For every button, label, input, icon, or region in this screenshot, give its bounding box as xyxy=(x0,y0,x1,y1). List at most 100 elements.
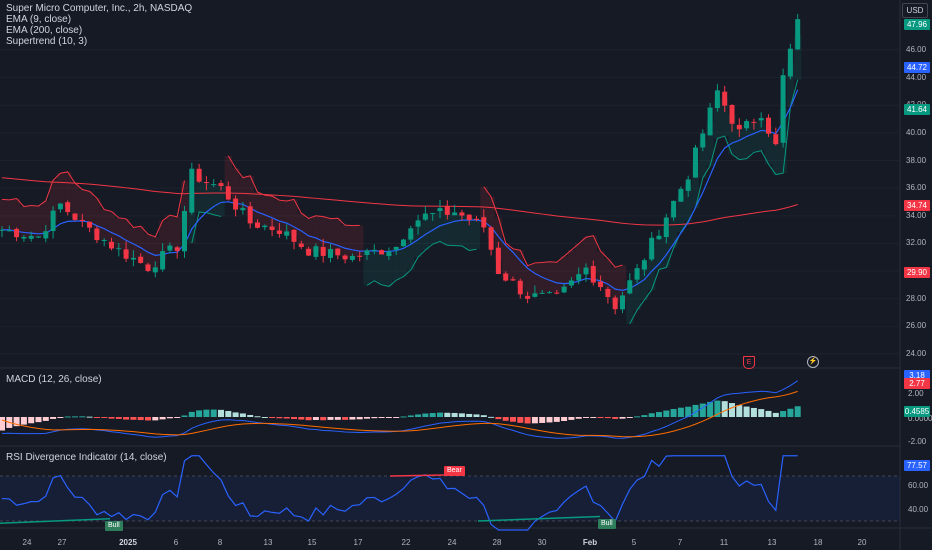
macd-legend[interactable]: MACD (12, 26, close) xyxy=(6,374,102,385)
supertrend-fill xyxy=(735,127,743,160)
macd-histogram-bar xyxy=(166,417,173,419)
supertrend-fill xyxy=(743,124,751,159)
supertrend-fill xyxy=(764,125,773,165)
candle-body xyxy=(371,249,377,251)
candle-body xyxy=(554,292,560,294)
supertrend-fill xyxy=(100,209,108,241)
candle-body xyxy=(401,239,406,247)
ema200-legend[interactable]: EMA (200, close) xyxy=(6,25,83,36)
candle-body xyxy=(729,105,735,124)
currency-button[interactable]: USD xyxy=(902,3,928,18)
macd-histogram-bar xyxy=(393,417,400,418)
macd-histogram-bar xyxy=(451,412,458,417)
supertrend-fill xyxy=(684,185,692,222)
candle-body xyxy=(262,225,268,228)
rsi-tick-label: 60.00 xyxy=(908,481,929,490)
price-tag: 34.74 xyxy=(904,200,930,211)
supertrend-fill xyxy=(772,139,780,175)
supertrend-fill xyxy=(86,191,94,225)
candle-body xyxy=(160,251,166,270)
candle-body xyxy=(576,274,582,281)
macd-histogram-bar xyxy=(685,406,692,417)
macd-histogram-bar xyxy=(115,417,122,419)
candle-body xyxy=(328,249,333,258)
macd-histogram-bar xyxy=(371,417,378,419)
macd-histogram-bar xyxy=(480,415,487,417)
macd-histogram-bar xyxy=(400,416,407,418)
supertrend-fill xyxy=(582,237,590,272)
candle-body xyxy=(87,221,93,228)
candle-body xyxy=(707,107,713,136)
candle-body xyxy=(386,251,392,257)
supertrend-fill xyxy=(691,162,700,208)
supertrend-fill xyxy=(78,189,86,220)
supertrend-fill xyxy=(465,217,473,251)
supertrend-fill xyxy=(283,201,291,234)
earnings-icon[interactable]: E xyxy=(743,356,755,369)
macd-histogram-bar xyxy=(159,417,166,420)
supertrend-fill xyxy=(487,196,495,239)
supertrend-fill xyxy=(129,227,138,259)
candle-body xyxy=(568,280,574,286)
supertrend-fill xyxy=(757,119,765,151)
price-tick-label: 46.00 xyxy=(906,45,927,54)
macd-histogram-bar xyxy=(188,411,195,417)
macd-histogram-bar xyxy=(546,417,553,423)
macd-histogram-bar xyxy=(327,417,334,420)
ema9-legend[interactable]: EMA (9, close) xyxy=(6,14,72,25)
supertrend-fill xyxy=(670,209,678,248)
rsi-legend[interactable]: RSI Divergence Indicator (14, close) xyxy=(6,452,167,463)
macd-histogram-bar xyxy=(510,417,516,422)
candle-body xyxy=(233,198,239,210)
candle-body xyxy=(276,230,282,234)
macd-histogram-bar xyxy=(145,417,151,421)
supertrend-fill xyxy=(699,140,707,178)
supertrend-fill xyxy=(151,236,159,270)
time-label: 8 xyxy=(217,538,223,547)
rsi-tick-label: 40.00 xyxy=(908,505,929,514)
rsi-signal-badge: Bull xyxy=(598,519,616,529)
macd-histogram-bar xyxy=(495,417,502,420)
candle-body xyxy=(284,231,290,236)
supertrend-fill xyxy=(13,198,21,234)
candle-body xyxy=(174,247,180,251)
candle-body xyxy=(72,213,78,220)
candle-body xyxy=(182,210,187,252)
supertrend-fill xyxy=(728,114,736,155)
candle-body xyxy=(787,48,793,77)
candle-body xyxy=(663,217,669,238)
candle-body xyxy=(6,230,12,232)
candle-body xyxy=(138,256,144,263)
supertrend-fill xyxy=(64,171,72,208)
candle-body xyxy=(612,297,618,310)
candle-body xyxy=(795,19,801,50)
macd-histogram-bar xyxy=(210,409,217,417)
supertrend-fill xyxy=(107,211,116,246)
price-tick-label: 36.00 xyxy=(906,183,927,193)
supertrend-fill xyxy=(275,200,284,233)
macd-histogram-bar xyxy=(28,417,35,424)
candle-body xyxy=(306,248,312,256)
supertrend-legend[interactable]: Supertrend (10, 3) xyxy=(6,36,88,47)
macd-histogram-bar xyxy=(721,401,728,417)
supertrend-fill xyxy=(392,248,400,281)
macd-histogram-bar xyxy=(626,417,633,418)
supertrend-fill xyxy=(626,286,634,324)
macd-histogram-bar xyxy=(108,417,115,419)
dividend-icon[interactable]: ⚡ xyxy=(807,356,819,368)
candle-body xyxy=(452,212,458,216)
supertrend-fill xyxy=(750,121,758,153)
candle-body xyxy=(547,292,552,294)
supertrend-fill xyxy=(188,190,196,244)
symbol-title[interactable]: Super Micro Computer, Inc., 2h, NASDAQ xyxy=(6,3,193,14)
candle-body xyxy=(0,229,5,231)
candle-body xyxy=(196,168,202,182)
macd-histogram-bar xyxy=(663,410,670,417)
macd-histogram-bar xyxy=(729,403,735,417)
candle-body xyxy=(43,231,49,239)
macd-histogram-bar xyxy=(291,417,297,420)
macd-histogram-bar xyxy=(524,417,531,424)
macd-histogram-bar xyxy=(247,414,254,417)
supertrend-fill xyxy=(5,199,13,231)
